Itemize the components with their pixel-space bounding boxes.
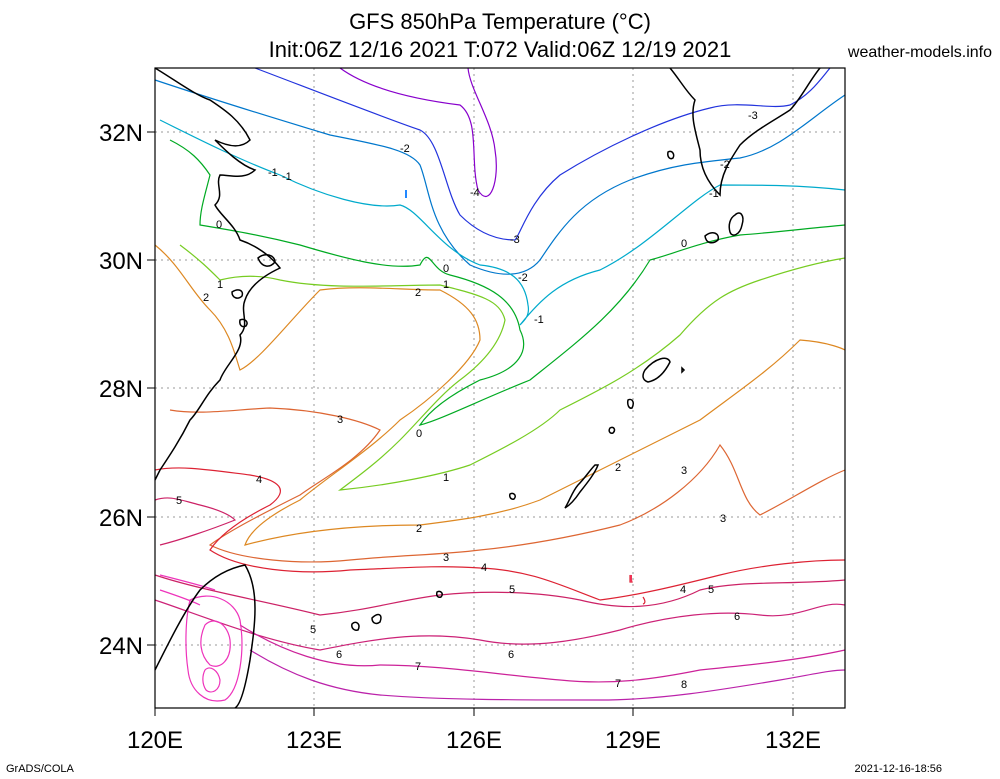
contour-label: -2 bbox=[720, 159, 730, 171]
contour-label: -2 bbox=[400, 143, 410, 155]
contour-label: 1 bbox=[443, 279, 449, 291]
lat-label: 26N bbox=[99, 505, 143, 532]
lat-label: 30N bbox=[99, 248, 143, 275]
contour-label: 0 bbox=[443, 263, 449, 275]
contour-label: 4 bbox=[680, 584, 686, 596]
site-credit: weather-models.info bbox=[847, 44, 992, 61]
contour-minus1 bbox=[159, 119, 846, 326]
contour-label: 2 bbox=[203, 292, 209, 304]
contour-warm-spot bbox=[185, 595, 243, 702]
contour-label: 7 bbox=[415, 661, 421, 673]
contour-label: 1 bbox=[217, 279, 223, 291]
contour-label: 3 bbox=[720, 513, 726, 525]
generation-timestamp: 2021-12-16-18:56 bbox=[854, 763, 942, 775]
lat-label: 24N bbox=[99, 633, 143, 660]
coastline-japan-kyushu bbox=[669, 67, 821, 197]
contour-label: 3 bbox=[681, 465, 687, 477]
island-jeju-area bbox=[667, 150, 720, 244]
contour-label: -2 bbox=[518, 272, 528, 284]
island-okinawa bbox=[564, 464, 600, 509]
contour-plus7 bbox=[239, 624, 846, 683]
contour-label: 3 bbox=[443, 552, 449, 564]
contour-label: 6 bbox=[336, 649, 342, 661]
lon-label: 123E bbox=[286, 727, 342, 754]
contour-plus1 bbox=[179, 244, 846, 491]
contour-label: 5 bbox=[176, 495, 182, 507]
island-amami bbox=[642, 357, 671, 383]
contour-label: 0 bbox=[216, 219, 222, 231]
island-tokara bbox=[608, 366, 686, 434]
contour-label: 7 bbox=[615, 678, 621, 690]
contour-label: -3 bbox=[510, 234, 520, 246]
contour-label: 0 bbox=[681, 238, 687, 250]
island-miyako bbox=[371, 613, 382, 625]
map-grid bbox=[155, 68, 845, 708]
contour-warm-spot-small bbox=[159, 574, 216, 606]
contour-label: 5 bbox=[310, 624, 316, 636]
contour-label: 3 bbox=[337, 414, 343, 426]
contour-label: 6 bbox=[734, 611, 740, 623]
contour-label: -3 bbox=[748, 110, 758, 122]
contour-label: 4 bbox=[481, 562, 487, 574]
lon-label: 126E bbox=[446, 727, 502, 754]
lon-label: 132E bbox=[765, 727, 821, 754]
contour-minus3 bbox=[254, 67, 831, 241]
contour-plus5 bbox=[154, 497, 846, 616]
island-senkaku bbox=[436, 590, 443, 598]
contour-label: 1 bbox=[443, 472, 449, 484]
contour-minus4 bbox=[339, 67, 497, 198]
contour-zero bbox=[169, 139, 846, 426]
contour-label: 4 bbox=[256, 474, 262, 486]
contour-plus8 bbox=[249, 649, 846, 701]
contour-label: 2 bbox=[415, 287, 421, 299]
contour-minus2 bbox=[154, 79, 846, 275]
contour-label: -4 bbox=[470, 187, 480, 199]
island-zhoushan bbox=[231, 254, 276, 328]
contour-plus2 bbox=[154, 244, 846, 546]
contour-label: 5 bbox=[509, 584, 515, 596]
contour-small-isolated bbox=[629, 574, 646, 605]
coastline-taiwan bbox=[154, 564, 256, 709]
contour-plus6 bbox=[154, 599, 846, 651]
contour-label: 5 bbox=[708, 584, 714, 596]
lat-label: 32N bbox=[99, 120, 143, 147]
contour-label: -1 bbox=[534, 314, 544, 326]
lat-label: 28N bbox=[99, 376, 143, 403]
contour-label: -1 bbox=[282, 171, 292, 183]
island-ryukyu-small bbox=[351, 492, 516, 631]
contour-plus3 bbox=[169, 407, 846, 563]
lon-label: 129E bbox=[605, 727, 661, 754]
contour-label: 6 bbox=[508, 649, 514, 661]
map-title: GFS 850hPa Temperature (°C) bbox=[349, 9, 651, 34]
contour-label: -1 bbox=[709, 188, 719, 200]
lon-label: 120E bbox=[127, 727, 183, 754]
map-subtitle: Init:06Z 12/16 2021 T:072 Valid:06Z 12/1… bbox=[268, 37, 732, 62]
coastline-china bbox=[154, 67, 282, 481]
contour-plus4 bbox=[154, 467, 846, 601]
contour-label: 0 bbox=[416, 428, 422, 440]
island-yakushima bbox=[728, 212, 744, 236]
contour-label: -1 bbox=[268, 167, 278, 179]
contour-label: 2 bbox=[615, 462, 621, 474]
software-credit: GrADS/COLA bbox=[6, 763, 74, 775]
contour-label: 8 bbox=[681, 679, 687, 691]
contour-label: 2 bbox=[416, 523, 422, 535]
